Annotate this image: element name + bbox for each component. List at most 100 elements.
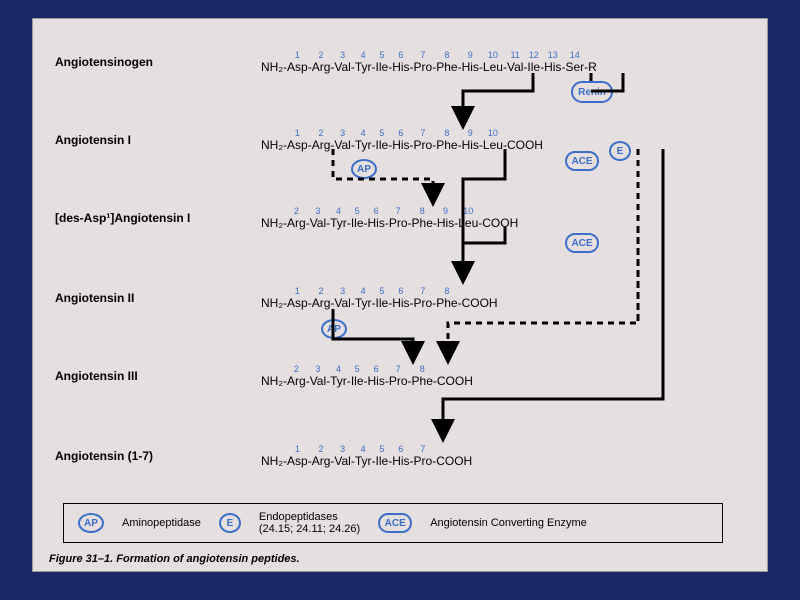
residue-number: 4 [361, 128, 366, 138]
residue-code: Phe [412, 216, 433, 230]
peptide-row: Angiotensin IINH₂-1Asp-2Arg-3Val-4Tyr-5I… [33, 277, 767, 319]
residue-number: 5 [379, 444, 384, 454]
residue: 4Tyr [355, 444, 372, 468]
seq-prefix: NH₂- [261, 296, 287, 310]
residue: 2Arg [312, 444, 331, 468]
residue-code: His [368, 216, 385, 230]
residue-code: Ile [376, 454, 389, 468]
residue-number: 8 [420, 364, 425, 374]
residue-number: 3 [340, 286, 345, 296]
seq-suffix: -COOH [433, 374, 473, 388]
residue: 4Tyr [330, 206, 347, 230]
residue-code: His [437, 216, 454, 230]
residue-code: His [368, 374, 385, 388]
residue-number: 8 [444, 50, 449, 60]
residue-number: 1 [295, 444, 300, 454]
residue-number: 11 [511, 50, 520, 60]
enzyme-ace1: ACE [565, 151, 599, 171]
residue-code: Val [334, 454, 350, 468]
residue-number: 4 [336, 206, 341, 216]
seq-suffix: -COOH [432, 454, 472, 468]
residue: 7Pro [414, 128, 433, 152]
residue-number: 7 [420, 286, 425, 296]
residue: 3Val [334, 50, 350, 74]
residue-number: 9 [443, 206, 448, 216]
residue: 6His [392, 50, 409, 74]
diagram-panel: AngiotensinogenNH₂-1Asp-2Arg-3Val-4Tyr-5… [32, 18, 768, 572]
residue: 1Asp [287, 444, 308, 468]
residue: 5Ile [376, 444, 389, 468]
residue: 6His [368, 364, 385, 388]
residue-code: Val [310, 216, 326, 230]
residue-number: 6 [398, 50, 403, 60]
residue: 11Val [507, 50, 523, 74]
residue-code: His [392, 454, 409, 468]
residue: 7Pro [414, 50, 433, 74]
residue-number: 1 [295, 128, 300, 138]
residue: 5Ile [376, 128, 389, 152]
residue: 8Phe [436, 286, 457, 310]
residue-code: Tyr [355, 138, 372, 152]
residue-number: 2 [319, 50, 324, 60]
residue: 7Pro [389, 364, 408, 388]
seq-prefix: NH₂- [261, 216, 287, 230]
enzyme-ap2: AP [321, 319, 347, 339]
residue-code: Leu [483, 138, 503, 152]
peptide-row: Angiotensin IIINH₂-2Arg-3Val-4Tyr-5Ile-6… [33, 355, 767, 397]
residue-number: 6 [398, 444, 403, 454]
residue-number: 3 [340, 50, 345, 60]
residue-code: Phe [412, 374, 433, 388]
residue: 10Leu [483, 128, 503, 152]
residue: 3Val [334, 128, 350, 152]
residue-code: Tyr [355, 454, 372, 468]
residue-number: 10 [488, 128, 498, 138]
residue-number: 9 [468, 50, 473, 60]
residue-code: Ile [376, 138, 389, 152]
peptide-row: [des-Asp¹]Angiotensin INH₂-2Arg-3Val-4Ty… [33, 197, 767, 239]
residue: 7Pro [389, 206, 408, 230]
residue-code: Pro [389, 216, 408, 230]
row-arrow-label: Angiotensin II [41, 284, 241, 312]
legend-box: AP Aminopeptidase E Endopeptidases (24.1… [63, 503, 723, 543]
residue-code: Tyr [330, 216, 347, 230]
legend-badge-ap: AP [78, 513, 104, 533]
residue-number: 6 [374, 206, 379, 216]
residue-code: Asp [287, 454, 308, 468]
residue-code: Arg [312, 454, 331, 468]
row-arrow-label: Angiotensin I [41, 126, 241, 154]
seq-prefix: NH₂- [261, 454, 287, 468]
residue: 6His [392, 286, 409, 310]
residue: 8Phe [436, 128, 457, 152]
residue: 2Arg [287, 206, 306, 230]
residue-number: 5 [379, 128, 384, 138]
residue: 4Tyr [355, 286, 372, 310]
residue-number: 2 [294, 364, 299, 374]
residue: 1Asp [287, 286, 308, 310]
residue-code: Arg [312, 138, 331, 152]
residue-code: Tyr [355, 60, 372, 74]
residue: 7Pro [414, 286, 433, 310]
residue-number: 3 [340, 128, 345, 138]
residue: 6His [392, 444, 409, 468]
residue: 13His [544, 50, 561, 74]
residue-number: 10 [488, 50, 498, 60]
residue-code: Val [507, 60, 523, 74]
legend-badge-ace: ACE [378, 513, 412, 533]
residue-code: His [392, 138, 409, 152]
residue: 5Ile [376, 50, 389, 74]
residue-number: 5 [379, 286, 384, 296]
seq-suffix: -COOH [458, 296, 498, 310]
residue: 3Val [310, 206, 326, 230]
residue-code: Arg [312, 296, 331, 310]
residue-number: 5 [355, 364, 360, 374]
residue-code: Tyr [330, 374, 347, 388]
residue-number: 8 [420, 206, 425, 216]
residue: 5Ile [376, 286, 389, 310]
residue-code: His [392, 60, 409, 74]
residue-number: 9 [468, 128, 473, 138]
residue-number: 10 [463, 206, 473, 216]
residue-code: Ser [565, 60, 584, 74]
residue-number: 4 [336, 364, 341, 374]
residue-number: 1 [295, 50, 300, 60]
residue-number: 8 [444, 286, 449, 296]
